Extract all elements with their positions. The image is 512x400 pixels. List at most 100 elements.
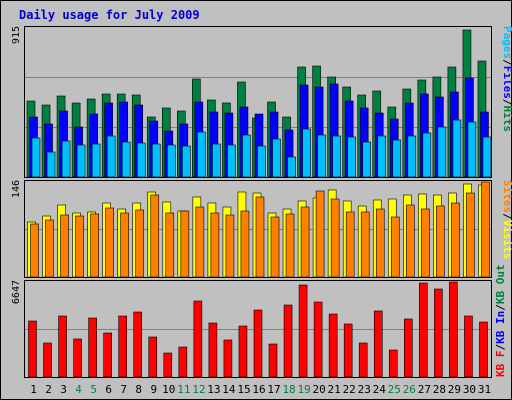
x-tick-label: 1 bbox=[30, 383, 37, 396]
day-pages-bar bbox=[136, 142, 146, 178]
day-pages-bar bbox=[227, 144, 236, 178]
x-axis-day-labels: 1 2 3 4 5 6 7 8 9 10 11 12 13 14 15 16 17 18 19 20 21 22 23 24 2… bbox=[30, 383, 491, 396]
day-sites-bar bbox=[466, 192, 475, 278]
day-kb-f-bar bbox=[313, 301, 323, 378]
x-tick-label: 25 bbox=[388, 383, 401, 396]
day-kb-f-bar bbox=[388, 349, 398, 378]
x-tick-label: 24 bbox=[373, 383, 387, 396]
x-tick-label: 27 bbox=[418, 383, 431, 396]
day-kb-f-bar bbox=[73, 338, 82, 378]
kb-panel: 6647 KB F/KB In/KB Out bbox=[11, 264, 507, 378]
day-pages-bar bbox=[46, 151, 56, 178]
day-kb-f-bar bbox=[283, 304, 293, 378]
x-tick-label: 14 bbox=[222, 383, 236, 396]
x-tick-label: 18 bbox=[282, 383, 295, 396]
hits-files-pages-panel: 915 Pages/Files/Hits bbox=[11, 26, 512, 178]
day-sites-bar bbox=[120, 212, 129, 278]
x-tick-label: 31 bbox=[478, 383, 491, 396]
day-sites-bar bbox=[360, 211, 370, 278]
legend-sep: / bbox=[501, 99, 512, 106]
legend-visits-sites: Sites/Visits bbox=[501, 180, 512, 260]
day-kb-f-bar bbox=[328, 313, 338, 378]
day-sites-bar bbox=[105, 207, 114, 278]
day-kb-f-bar bbox=[479, 321, 488, 378]
day-pages-bar bbox=[377, 135, 387, 178]
day-kb-f-bar bbox=[253, 309, 263, 378]
day-kb-f-bar bbox=[223, 339, 233, 378]
day-kb-f-bar bbox=[88, 317, 97, 378]
x-tick-label: 8 bbox=[135, 383, 142, 396]
day-kb-f-bar bbox=[178, 346, 188, 378]
legend-hits-files-pages: Pages/Files/Hits bbox=[501, 26, 512, 132]
day-pages-bar bbox=[272, 138, 281, 178]
x-tick-label: 6 bbox=[105, 383, 112, 396]
day-sites-bar bbox=[375, 208, 385, 278]
x-tick-label: 9 bbox=[150, 383, 157, 396]
day-kb-f-bar bbox=[193, 300, 203, 378]
day-pages-bar bbox=[452, 119, 462, 178]
x-tick-label: 7 bbox=[120, 383, 127, 396]
x-tick-label: 21 bbox=[328, 383, 341, 396]
day-kb-f-bar bbox=[358, 342, 368, 378]
legend-pages: Pages bbox=[501, 26, 512, 59]
day-kb-f-bar bbox=[58, 315, 67, 378]
day-kb-f-bar bbox=[464, 315, 473, 378]
legend-sites: Sites bbox=[501, 180, 512, 213]
day-kb-f-bar bbox=[103, 332, 112, 378]
day-kb-f-bar bbox=[238, 325, 248, 378]
day-sites-bar bbox=[210, 212, 220, 278]
day-sites-bar bbox=[285, 213, 295, 278]
day-sites-bar bbox=[390, 216, 400, 278]
day-pages-bar bbox=[422, 132, 432, 178]
x-tick-label: 29 bbox=[448, 383, 461, 396]
x-tick-label: 13 bbox=[207, 383, 220, 396]
day-sites-bar bbox=[225, 214, 235, 278]
day-kb-f-bar bbox=[419, 282, 428, 378]
day-sites-bar bbox=[135, 209, 145, 278]
day-sites-bar bbox=[75, 215, 84, 278]
day-pages-bar bbox=[182, 145, 191, 178]
day-pages-bar bbox=[121, 141, 131, 178]
day-sites-bar bbox=[180, 210, 190, 278]
y-max-label-kb: 6647 bbox=[11, 280, 22, 304]
day-pages-bar bbox=[467, 121, 477, 178]
legend-sep: / bbox=[494, 304, 507, 311]
legend-visits: Visits bbox=[501, 220, 512, 260]
day-pages-bar bbox=[61, 140, 71, 178]
x-tick-label: 11 bbox=[177, 383, 190, 396]
day-pages-bar bbox=[317, 134, 326, 178]
day-sites-bar bbox=[45, 219, 54, 278]
day-sites-bar bbox=[165, 212, 175, 278]
x-tick-label: 23 bbox=[358, 383, 371, 396]
day-sites-bar bbox=[481, 181, 490, 278]
day-pages-bar bbox=[302, 128, 311, 178]
day-pages-bar bbox=[287, 156, 296, 178]
day-sites-bar bbox=[330, 198, 340, 278]
day-kb-f-bar bbox=[373, 310, 383, 378]
legend-files: Files bbox=[501, 66, 512, 99]
day-pages-bar bbox=[482, 136, 492, 178]
x-tick-label: 22 bbox=[343, 383, 356, 396]
day-pages-bar bbox=[347, 136, 356, 178]
day-sites-bar bbox=[451, 202, 460, 278]
day-sites-bar bbox=[270, 216, 280, 278]
y-max-label-hits: 915 bbox=[11, 26, 22, 44]
day-pages-bar bbox=[332, 135, 341, 178]
day-sites-bar bbox=[195, 206, 205, 278]
day-kb-f-bar bbox=[404, 318, 413, 378]
day-sites-bar bbox=[240, 210, 250, 278]
x-tick-label: 4 bbox=[75, 383, 82, 396]
day-pages-bar bbox=[91, 143, 101, 178]
day-pages-bar bbox=[407, 135, 417, 178]
x-tick-label: 30 bbox=[463, 383, 476, 396]
x-tick-label: 20 bbox=[313, 383, 326, 396]
x-tick-label: 17 bbox=[267, 383, 280, 396]
day-kb-f-bar bbox=[208, 322, 218, 378]
x-tick-label: 26 bbox=[403, 383, 416, 396]
day-kb-f-bar bbox=[118, 315, 127, 378]
day-sites-bar bbox=[30, 223, 39, 278]
day-sites-bar bbox=[406, 204, 415, 278]
chart-title: Daily usage for July 2009 bbox=[19, 8, 200, 22]
legend-sep: / bbox=[501, 59, 512, 66]
